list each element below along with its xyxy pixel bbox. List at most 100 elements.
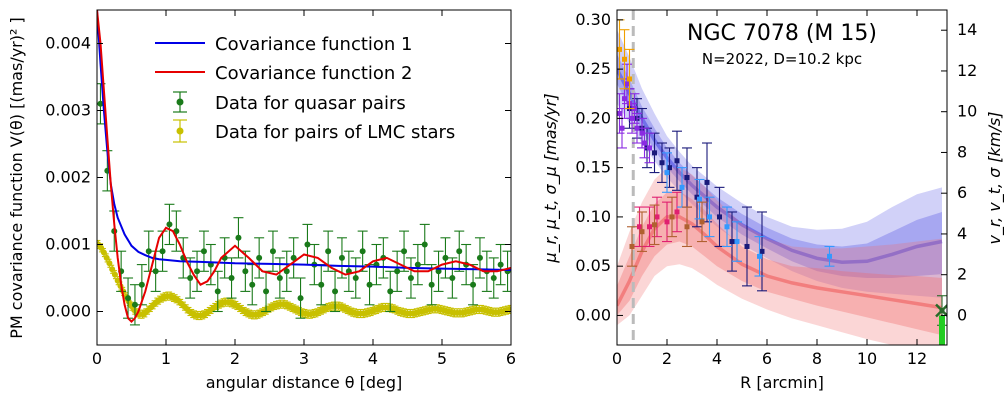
x-tick-label: 2 bbox=[230, 349, 240, 368]
quasar-point bbox=[198, 230, 209, 272]
quasar-point bbox=[399, 230, 410, 272]
y-tick-label: 0.000 bbox=[45, 302, 91, 321]
y-tick-label: 0.001 bbox=[45, 235, 91, 254]
left-x-axis-label: angular distance θ [deg] bbox=[206, 373, 403, 392]
y2-tick-label: 10 bbox=[957, 102, 977, 121]
right-title: NGC 7078 (M 15) bbox=[687, 21, 877, 46]
profile-point bbox=[644, 206, 655, 248]
left-plot-frame bbox=[96, 9, 512, 346]
profile-point bbox=[634, 206, 645, 248]
right-plot-frame bbox=[616, 9, 948, 346]
quasar-point bbox=[295, 277, 306, 319]
quasar-point bbox=[440, 237, 451, 279]
x-tick-label: 8 bbox=[812, 349, 822, 368]
x-tick-label: 0 bbox=[92, 349, 102, 368]
profile-point bbox=[672, 130, 682, 191]
lmc-point bbox=[98, 243, 105, 253]
x-tick-label: 6 bbox=[762, 349, 772, 368]
quasar-point bbox=[474, 237, 485, 279]
left-y-axis-label: PM covariance function V(θ) [(mas/yr)² ] bbox=[7, 17, 26, 338]
quasar-point bbox=[364, 264, 375, 306]
right-panel: 0 2 4 6 8 10 12 0.00 0.05 0.10 0.15 0.20 0.25 0.30 0 2 4… bbox=[541, 9, 1005, 392]
profile-point bbox=[704, 196, 715, 238]
quasar-point bbox=[261, 270, 272, 313]
quasar-point bbox=[412, 243, 423, 286]
y2-tick-label: 0 bbox=[957, 305, 967, 324]
y-tick-label: 0.05 bbox=[575, 256, 611, 275]
profile-point bbox=[722, 206, 732, 248]
y-tick-label: 0.10 bbox=[575, 207, 611, 226]
profile-point bbox=[742, 206, 752, 287]
legend-lmc: Data for pairs of LMC stars bbox=[215, 122, 455, 143]
profile-point bbox=[667, 196, 677, 238]
legend-cov2: Covariance function 2 bbox=[215, 63, 413, 84]
profile-point bbox=[624, 48, 635, 110]
quasar-point bbox=[447, 257, 458, 299]
y-tick-label: 0.20 bbox=[575, 108, 611, 127]
profile-point bbox=[664, 147, 675, 188]
profile-point bbox=[732, 221, 742, 262]
quasar-point bbox=[281, 250, 292, 292]
quasar-point bbox=[274, 257, 285, 299]
x-tick-label: 0 bbox=[612, 349, 622, 368]
radial-median-line bbox=[617, 215, 943, 310]
quasar-point bbox=[288, 237, 299, 279]
y2-tick-label: 6 bbox=[957, 183, 967, 202]
legend-marker-lmc bbox=[173, 119, 187, 143]
x-tick-label: 2 bbox=[662, 349, 672, 368]
y-tick-label: 0.15 bbox=[575, 158, 611, 177]
y-tick-label: 0.25 bbox=[575, 59, 611, 78]
x-tick-label: 1 bbox=[161, 349, 171, 368]
quasar-point bbox=[254, 237, 265, 279]
x-tick-label: 4 bbox=[368, 349, 378, 368]
right-ticks: 0 2 4 6 8 10 12 0.00 0.05 0.10 0.15 0.20 0.25 0.30 0 2 4… bbox=[575, 10, 977, 368]
dispersion-band-outer bbox=[617, 29, 942, 298]
profile-point bbox=[662, 152, 672, 193]
y-tick-label: 0.003 bbox=[45, 101, 91, 120]
quasar-point bbox=[426, 264, 437, 306]
left-panel: 0 1 2 3 4 5 6 0.000 0.001 0.002 0.003 0.004 Covaria… bbox=[7, 9, 516, 392]
x-tick-label: 10 bbox=[857, 349, 877, 368]
legend-quasar: Data for quasar pairs bbox=[215, 93, 406, 114]
profile-point bbox=[637, 211, 647, 252]
y2-tick-label: 12 bbox=[957, 61, 977, 80]
right-y-axis-label: μ_r, μ_t, σ_μ [mas/yr] bbox=[541, 93, 561, 263]
lmc-series bbox=[97, 239, 511, 321]
profile-point bbox=[649, 204, 660, 246]
profile-point bbox=[657, 142, 667, 183]
lmc-point bbox=[158, 293, 165, 303]
y2-tick-label: 2 bbox=[957, 265, 967, 284]
profile-point bbox=[754, 236, 765, 277]
quasar-point bbox=[240, 250, 251, 292]
quasar-point bbox=[185, 257, 196, 299]
y-tick-label: 0.00 bbox=[575, 305, 611, 324]
quasar-point bbox=[336, 237, 347, 279]
quasar-point bbox=[233, 217, 244, 259]
profile-point bbox=[697, 201, 707, 243]
x-tick-label: 5 bbox=[437, 349, 447, 368]
profile-point bbox=[672, 191, 682, 233]
quasar-point bbox=[157, 230, 168, 272]
quasar-point bbox=[164, 203, 175, 246]
quasar-point bbox=[123, 277, 134, 319]
left-ticks: 0 1 2 3 4 5 6 0.000 0.001 0.002 0.003 0.004 bbox=[45, 10, 516, 368]
profile-point bbox=[694, 178, 705, 220]
quasar-point bbox=[385, 270, 396, 313]
right-x-axis-label: R [arcmin] bbox=[740, 373, 824, 392]
radial-band-outer bbox=[617, 167, 942, 345]
legend-marker-quasar bbox=[173, 91, 187, 113]
profile-point bbox=[662, 201, 672, 243]
quasar-point bbox=[192, 250, 203, 292]
quasar-point bbox=[205, 243, 216, 286]
quasar-point bbox=[343, 250, 354, 292]
y2-tick-label: 8 bbox=[957, 142, 967, 161]
quasar-point bbox=[495, 243, 506, 286]
dispersion-band-inner bbox=[617, 54, 942, 278]
quasar-point bbox=[143, 230, 154, 272]
x-tick-label: 3 bbox=[299, 349, 309, 368]
quasar-point bbox=[212, 270, 223, 313]
y-tick-label: 0.002 bbox=[45, 168, 91, 187]
x-tick-label: 4 bbox=[712, 349, 722, 368]
quasar-point bbox=[357, 230, 368, 272]
